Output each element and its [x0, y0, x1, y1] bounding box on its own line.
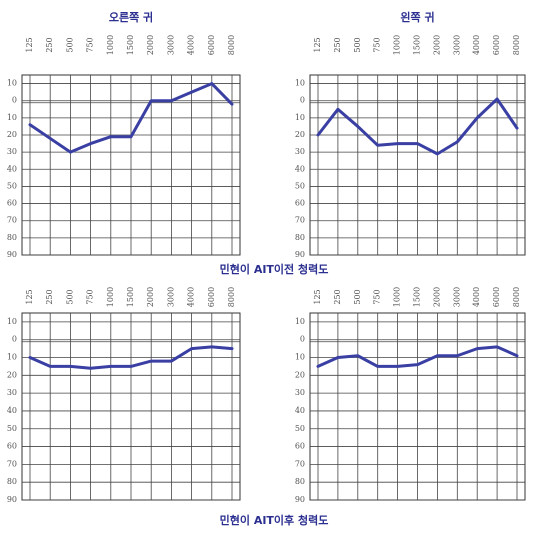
- x-tick-label: 1000: [106, 35, 115, 55]
- hearing-line: [316, 97, 519, 156]
- y-tick-label: 10: [7, 113, 17, 122]
- x-tick-label: 250: [333, 37, 342, 52]
- x-tick-label: 3000: [166, 35, 175, 55]
- x-tick-label: 125: [313, 289, 322, 304]
- y-tick-label: 20: [7, 130, 17, 139]
- x-tick-label: 750: [86, 289, 95, 304]
- x-tick-label: 125: [25, 37, 34, 52]
- y-tick-label: 30: [295, 147, 305, 156]
- x-tick-label: 6000: [207, 35, 216, 55]
- y-tick-label: 70: [7, 459, 17, 468]
- y-tick-label: 40: [295, 164, 305, 173]
- y-tick-label: 60: [7, 199, 17, 208]
- hearing-line: [28, 82, 234, 154]
- chart-title: 오른쪽 귀: [109, 10, 153, 24]
- x-tick-label: 4000: [472, 287, 481, 307]
- y-tick-label: 30: [7, 388, 17, 397]
- x-tick-label: 3000: [166, 287, 175, 307]
- x-tick-label: 8000: [512, 35, 521, 55]
- y-tick-label: 80: [295, 233, 305, 242]
- y-tick-label: 90: [295, 250, 305, 259]
- x-tick-label: 2000: [146, 35, 155, 55]
- y-tick-label: 10: [7, 353, 17, 362]
- caption: 민현이 AIT이후 청력도: [220, 513, 329, 527]
- y-tick-label: 20: [295, 130, 305, 139]
- y-tick-label: 60: [295, 442, 305, 451]
- y-tick-label: 0: [12, 335, 17, 344]
- y-tick-label: 40: [7, 406, 17, 415]
- y-tick-label: 60: [295, 199, 305, 208]
- y-tick-label: 0: [300, 335, 305, 344]
- x-tick-label: 4000: [472, 35, 481, 55]
- y-tick-label: 60: [7, 442, 17, 451]
- x-tick-label: 2000: [146, 287, 155, 307]
- x-tick-label: 1500: [126, 287, 135, 307]
- x-tick-label: 750: [373, 37, 382, 52]
- x-tick-label: 8000: [227, 35, 236, 55]
- x-tick-label: 3000: [452, 287, 461, 307]
- x-tick-label: 3000: [452, 35, 461, 55]
- x-tick-label: 1500: [413, 35, 422, 55]
- y-tick-label: 90: [7, 250, 17, 259]
- x-tick-label: 1000: [393, 35, 402, 55]
- y-tick-label: 70: [295, 216, 305, 225]
- x-tick-label: 1000: [393, 287, 402, 307]
- y-tick-label: 90: [7, 495, 17, 504]
- y-tick-label: 80: [295, 477, 305, 486]
- y-tick-label: 20: [7, 370, 17, 379]
- y-tick-label: 10: [7, 317, 17, 326]
- x-tick-label: 4000: [187, 287, 196, 307]
- y-tick-label: 10: [295, 317, 305, 326]
- x-tick-label: 1000: [106, 287, 115, 307]
- y-tick-label: 80: [7, 477, 17, 486]
- x-tick-label: 2000: [432, 287, 441, 307]
- x-tick-label: 250: [45, 289, 54, 304]
- hearing-line: [316, 345, 519, 368]
- y-tick-label: 50: [295, 181, 305, 190]
- x-tick-label: 6000: [492, 35, 501, 55]
- x-tick-label: 8000: [227, 287, 236, 307]
- y-tick-label: 70: [7, 216, 17, 225]
- y-tick-label: 50: [7, 424, 17, 433]
- hearing-line: [28, 345, 234, 370]
- y-tick-label: 80: [7, 233, 17, 242]
- y-tick-label: 40: [295, 406, 305, 415]
- y-tick-label: 0: [12, 96, 17, 105]
- y-tick-label: 70: [295, 459, 305, 468]
- x-tick-label: 750: [86, 37, 95, 52]
- x-tick-label: 250: [45, 37, 54, 52]
- x-tick-label: 750: [373, 289, 382, 304]
- x-tick-label: 125: [313, 37, 322, 52]
- y-tick-label: 10: [295, 113, 305, 122]
- x-tick-label: 2000: [432, 35, 441, 55]
- x-tick-label: 500: [65, 37, 74, 52]
- y-tick-label: 90: [295, 495, 305, 504]
- x-tick-label: 500: [353, 289, 362, 304]
- y-tick-label: 0: [300, 96, 305, 105]
- y-tick-label: 50: [7, 181, 17, 190]
- y-tick-label: 10: [295, 353, 305, 362]
- x-tick-label: 1500: [126, 35, 135, 55]
- chart-title: 왼쪽 귀: [400, 10, 434, 24]
- x-tick-label: 6000: [207, 287, 216, 307]
- x-tick-label: 4000: [187, 35, 196, 55]
- x-tick-label: 6000: [492, 287, 501, 307]
- x-tick-label: 500: [353, 37, 362, 52]
- caption: 민현이 AIT이전 청력도: [220, 262, 329, 276]
- y-tick-label: 20: [295, 370, 305, 379]
- x-tick-label: 500: [65, 289, 74, 304]
- x-tick-label: 250: [333, 289, 342, 304]
- y-tick-label: 10: [7, 79, 17, 88]
- y-tick-label: 40: [7, 164, 17, 173]
- x-tick-label: 8000: [512, 287, 521, 307]
- y-tick-label: 30: [295, 388, 305, 397]
- y-tick-label: 50: [295, 424, 305, 433]
- x-tick-label: 125: [25, 289, 34, 304]
- y-tick-label: 10: [295, 79, 305, 88]
- x-tick-label: 1500: [413, 287, 422, 307]
- y-tick-label: 30: [7, 147, 17, 156]
